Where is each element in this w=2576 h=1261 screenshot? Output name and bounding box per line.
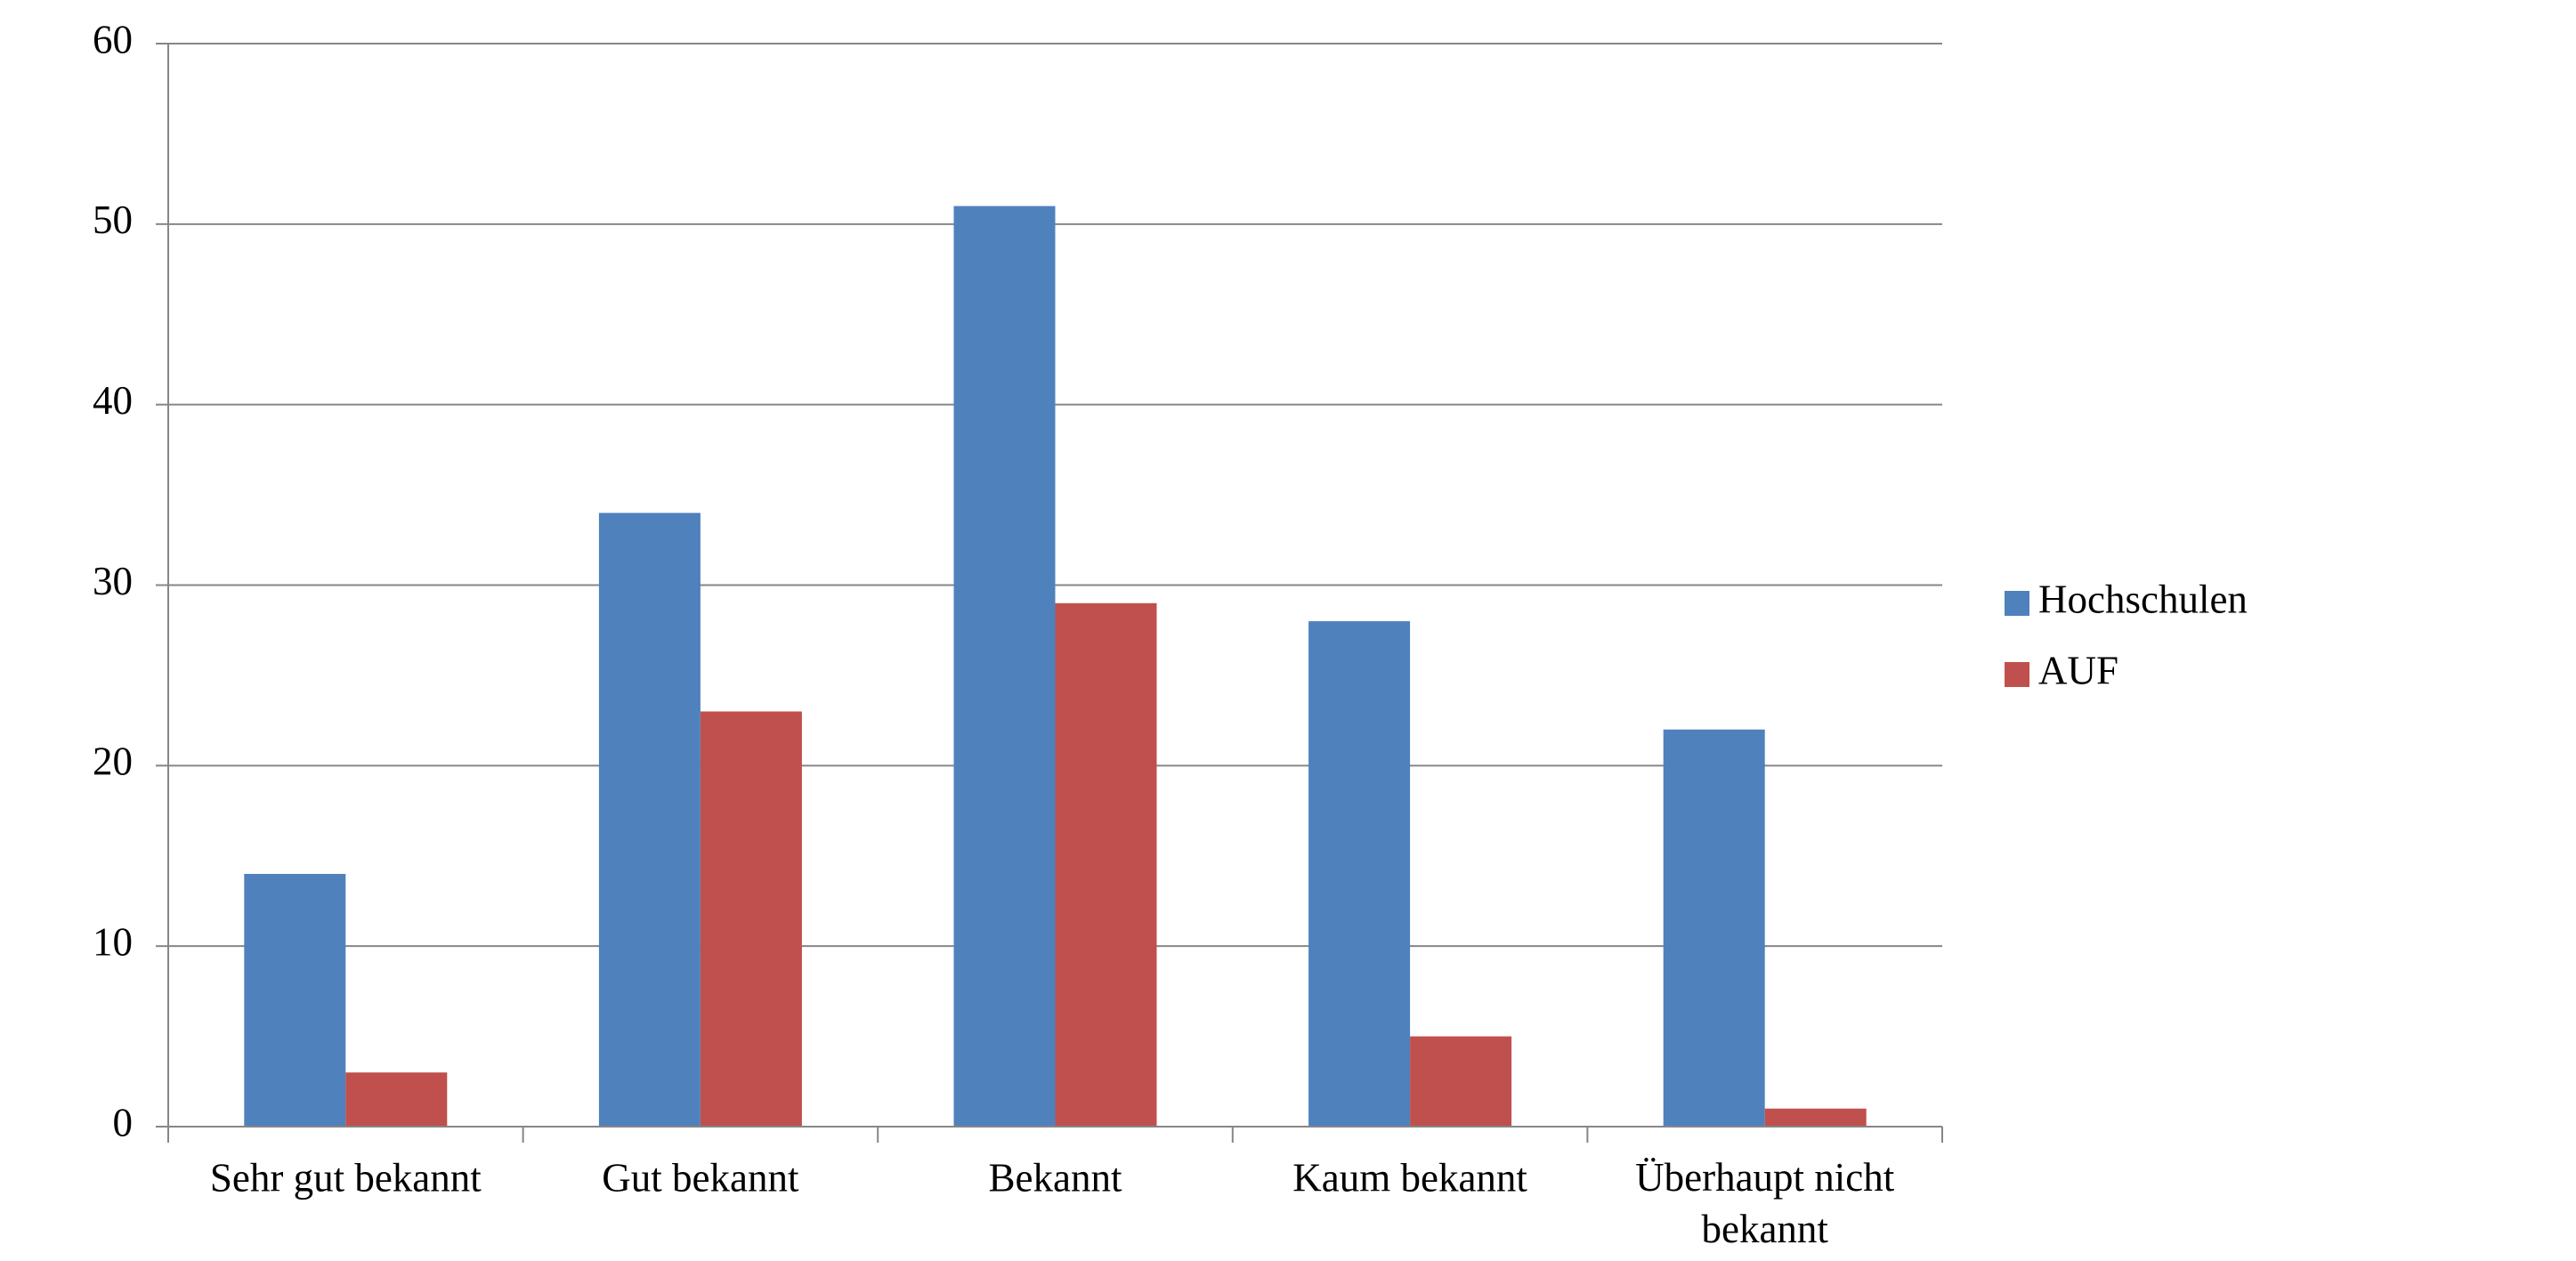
y-tick-label: 30 [93, 559, 133, 603]
legend-swatch [2005, 662, 2029, 687]
bar [345, 1072, 448, 1127]
y-tick-label: 0 [113, 1100, 134, 1144]
legend-label: AUF [2038, 648, 2118, 692]
x-tick-label: Sehr gut bekannt [210, 1155, 482, 1200]
x-tick-label: Kaum bekannt [1292, 1155, 1527, 1200]
bar [1308, 621, 1411, 1127]
bar [1410, 1036, 1512, 1127]
y-tick-label: 50 [93, 198, 133, 242]
bar [598, 513, 701, 1127]
bar [244, 874, 346, 1127]
bar [1764, 1108, 1867, 1127]
bar [953, 206, 1056, 1127]
y-tick-label: 40 [93, 378, 133, 423]
bar [700, 711, 802, 1127]
x-tick-label: Bekannt [989, 1155, 1122, 1200]
bar [1055, 602, 1157, 1127]
y-tick-label: 10 [93, 919, 133, 964]
y-tick-label: 20 [93, 740, 133, 784]
x-tick-label: Überhaupt nicht bekannt [1635, 1155, 1895, 1251]
bar [1663, 729, 1765, 1127]
legend-label: Hochschulen [2038, 577, 2248, 621]
legend-swatch [2005, 591, 2029, 616]
y-tick-label: 60 [93, 17, 133, 61]
x-tick-label: Gut bekannt [602, 1155, 799, 1200]
